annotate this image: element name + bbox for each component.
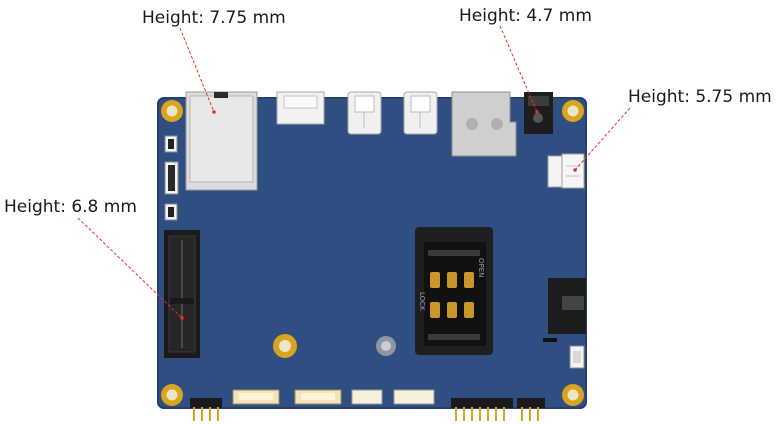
mounting-hole-bottom-left — [161, 384, 183, 406]
mounting-hole-center — [273, 334, 297, 358]
mounting-hole-top-right — [562, 100, 584, 122]
silkscreen-open-label: OPEN — [477, 258, 485, 277]
sim-card-holder — [415, 227, 493, 355]
callout-label-m2-slot: Height: 6.8 mm — [4, 197, 137, 217]
bottom-connector-1 — [232, 389, 280, 405]
usb-port-2 — [403, 91, 438, 135]
mounting-hole-top-left — [161, 100, 183, 122]
leader-line-side-connector — [573, 107, 631, 172]
right-edge-module — [543, 278, 586, 342]
right-edge-connector — [569, 345, 585, 369]
mounting-hole-bottom-right — [562, 384, 584, 406]
sd-card-slot — [185, 91, 258, 191]
pin-header-left — [190, 398, 222, 421]
bottom-connector-4 — [393, 389, 435, 405]
pin-header-middle — [451, 398, 513, 421]
side-connector — [547, 153, 585, 189]
usb-port-1 — [347, 91, 382, 135]
callout-label-side-connector: Height: 5.75 mm — [628, 87, 772, 107]
leader-line-sd-slot — [179, 27, 216, 114]
dc-power-jack — [524, 92, 553, 134]
silkscreen-lock-label: LOCK — [418, 292, 426, 311]
fpc-connector-3 — [164, 203, 178, 221]
callout-label-dc-jack: Height: 4.7 mm — [459, 6, 592, 26]
leader-line-m2-slot — [77, 217, 184, 320]
hdmi-connector — [276, 91, 325, 125]
screw-standoff — [376, 336, 396, 356]
leader-line-dc-jack — [499, 25, 539, 114]
pin-header-right — [517, 398, 545, 421]
fpc-connector-2 — [164, 161, 179, 195]
callout-label-sd-slot: Height: 7.75 mm — [142, 8, 286, 28]
fpc-connector-1 — [164, 135, 178, 153]
m2-slot — [164, 230, 200, 358]
bottom-connector-3 — [351, 389, 383, 405]
bottom-connector-2 — [294, 389, 342, 405]
sim-card-tray — [451, 91, 517, 157]
